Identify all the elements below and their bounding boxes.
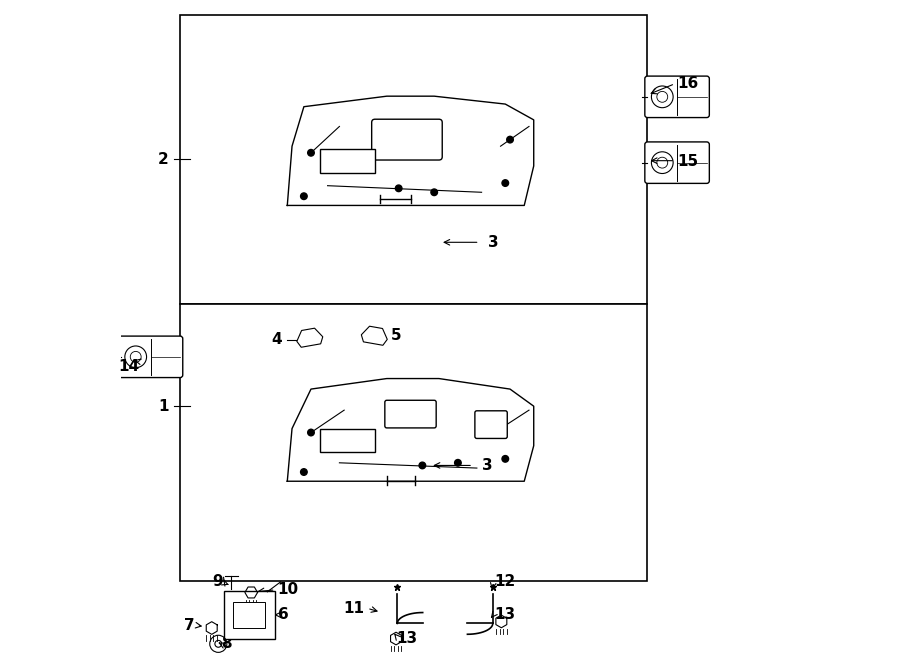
- Circle shape: [301, 193, 307, 200]
- Text: 9: 9: [212, 574, 223, 590]
- Circle shape: [502, 180, 508, 186]
- Polygon shape: [361, 327, 387, 345]
- FancyBboxPatch shape: [224, 591, 274, 639]
- Circle shape: [431, 189, 437, 196]
- Bar: [320, 428, 375, 452]
- Text: 7: 7: [184, 618, 194, 633]
- Circle shape: [502, 455, 508, 462]
- Text: 5: 5: [391, 328, 401, 342]
- Text: 3: 3: [482, 458, 492, 473]
- Text: 2: 2: [158, 152, 169, 167]
- FancyBboxPatch shape: [475, 410, 508, 438]
- Text: 11: 11: [344, 601, 364, 616]
- Circle shape: [454, 459, 461, 466]
- Bar: [320, 149, 375, 173]
- Circle shape: [507, 136, 513, 143]
- Text: 15: 15: [677, 154, 698, 169]
- Circle shape: [308, 149, 314, 156]
- Circle shape: [301, 469, 307, 475]
- FancyBboxPatch shape: [644, 76, 709, 118]
- Text: 3: 3: [488, 235, 499, 250]
- Text: 13: 13: [396, 631, 418, 646]
- Text: 6: 6: [277, 607, 288, 623]
- Text: 4: 4: [272, 332, 283, 347]
- Text: 1: 1: [158, 399, 169, 414]
- FancyBboxPatch shape: [118, 336, 183, 377]
- Bar: [180, 15, 647, 304]
- Polygon shape: [297, 329, 323, 347]
- FancyBboxPatch shape: [644, 142, 709, 183]
- Text: 8: 8: [220, 636, 231, 650]
- FancyBboxPatch shape: [385, 401, 436, 428]
- Bar: [233, 602, 266, 627]
- Text: 10: 10: [277, 582, 299, 598]
- Text: 16: 16: [677, 76, 698, 91]
- Circle shape: [395, 185, 402, 192]
- Bar: [180, 304, 647, 580]
- Circle shape: [419, 462, 426, 469]
- Text: 14: 14: [118, 359, 140, 374]
- Text: 13: 13: [495, 607, 516, 623]
- FancyBboxPatch shape: [372, 119, 442, 160]
- Circle shape: [308, 429, 314, 436]
- Text: 12: 12: [495, 574, 516, 590]
